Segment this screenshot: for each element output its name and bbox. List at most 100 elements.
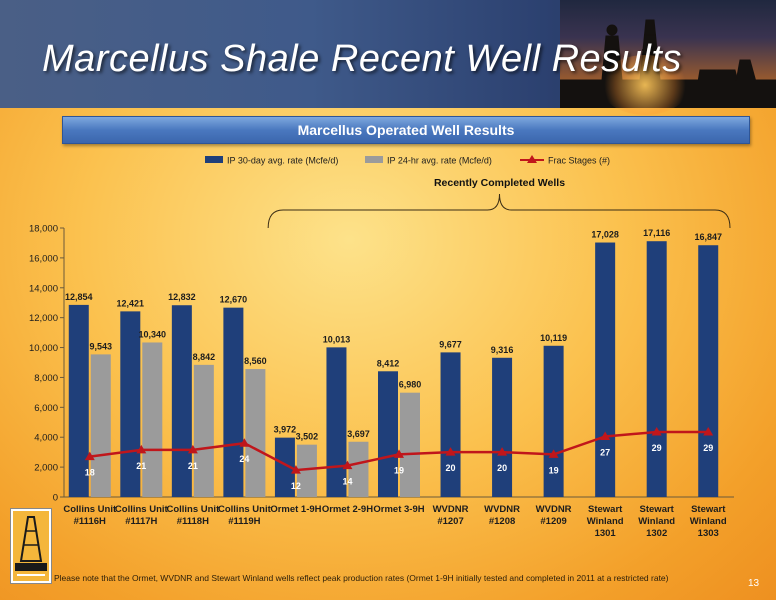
bar-ip30-value-label: 9,316 [491,345,514,355]
legend-label: Frac Stages (#) [548,156,610,166]
frac-stages-marker [84,451,95,461]
x-category-label: Collins Unit [166,504,220,515]
frac-stages-marker [497,447,508,456]
header-sun-glow [600,55,690,115]
frac-stages-value-label: 12 [291,481,301,491]
frac-stages-value-label: 18 [85,468,95,478]
x-category-label: Winland [690,516,727,527]
bar-ip30 [646,241,667,497]
bar-ip24-value-label: 8,842 [193,352,216,362]
x-category-label: #1116H [74,516,106,527]
frac-stages-marker [651,426,662,436]
frac-stages-value-label: 21 [188,461,198,471]
frac-stages-value-label: 24 [239,454,249,464]
x-category-label: #1117H [125,516,157,527]
bar-ip30 [492,357,513,497]
bar-ip24 [90,354,111,497]
x-category-label: Collins Unit [115,504,169,515]
x-category-label: Collins Unit [218,504,272,515]
x-category-label: Stewart [640,504,675,515]
y-tick-label: 12,000 [29,313,58,324]
legend-label: IP 30-day avg. rate (Mcfe/d) [227,156,338,166]
bar-ip24-value-label: 3,697 [347,429,370,439]
y-tick-label: 8,000 [34,373,58,384]
y-tick-label: 4,000 [34,433,58,444]
x-category-label: Collins Unit [63,504,117,515]
bar-ip30-value-label: 17,028 [591,230,619,240]
slide-title: Marcellus Shale Recent Well Results [42,38,682,80]
x-category-label: #1208 [489,516,515,527]
bar-ip30 [440,352,461,497]
bar-ip30 [698,245,719,497]
company-logo [10,508,52,584]
x-category-label: 1301 [595,528,617,539]
frac-stages-marker [445,447,456,456]
bar-ip24 [193,364,214,497]
x-category-label: WVDNR [484,504,520,515]
bar-ip30 [378,371,398,497]
frac-stages-marker [239,438,250,447]
bar-ip30 [274,437,295,497]
bar-ip30 [68,304,89,497]
frac-stages-value-label: 27 [600,447,610,457]
x-category-label: 1303 [698,528,719,539]
frac-stages-marker [187,444,198,454]
bar-ip24 [142,342,163,497]
frac-stages-value-label: 20 [446,463,456,473]
x-category-label: Stewart [691,504,726,515]
x-category-label: Winland [638,516,675,527]
chart-title: Marcellus Operated Well Results [297,122,515,138]
frac-stages-marker [703,426,714,436]
frac-stages-value-label: 20 [497,463,507,473]
frac-stages-value-label: 29 [652,443,662,453]
chart-title-banner: Marcellus Operated Well Results [62,116,750,144]
frac-stages-value-label: 19 [394,465,404,475]
bar-ip30-value-label: 12,854 [65,292,93,302]
bar-ip30 [595,242,616,497]
bar-ip30-value-label: 8,412 [377,358,400,368]
y-tick-label: 2,000 [34,463,58,474]
frac-stages-marker [136,444,147,454]
x-category-label: WVDNR [536,504,572,515]
frac-stages-value-label: 29 [703,443,713,453]
bar-ip24-value-label: 8,560 [244,356,267,366]
bar-ip24 [400,392,420,497]
frac-stages-value-label: 14 [342,477,352,487]
legend-swatch-marker [527,155,537,163]
bar-ip30-value-label: 16,847 [694,232,722,242]
y-tick-label: 14,000 [29,283,58,294]
frac-stages-marker [600,431,611,440]
x-category-label: Ormet 2-9H [322,504,373,515]
derrick-logo-icon [13,511,49,581]
bar-ip24-value-label: 9,543 [90,341,113,351]
bar-ip30-value-label: 10,119 [540,333,567,343]
bar-ip30-value-label: 17,116 [643,228,670,238]
bar-ip30 [543,345,564,497]
bar-ip30-value-label: 10,013 [323,334,351,344]
bar-ip30-value-label: 3,972 [274,425,297,435]
recent-wells-label: Recently Completed Wells [434,177,565,189]
x-category-label: WVDNR [433,504,469,515]
bar-ip24 [296,444,317,497]
bar-ip24 [245,369,266,497]
x-category-label: #1207 [437,516,463,527]
legend-swatch [365,156,383,163]
frac-stages-marker [548,449,559,458]
y-tick-label: 6,000 [34,403,58,414]
bar-ip30-value-label: 12,670 [220,295,248,305]
x-category-label: #1209 [540,516,566,527]
legend-swatch [205,156,223,163]
y-tick-label: 18,000 [29,224,58,235]
recent-wells-bracket [267,193,731,229]
bar-ip24-value-label: 10,340 [139,329,167,339]
x-category-label: Stewart [588,504,623,515]
bar-ip30 [223,307,244,497]
footnote: Please note that the Ormet, WVDNR and St… [54,573,669,583]
bar-ip30-value-label: 12,421 [117,298,145,308]
frac-stages-value-label: 21 [136,461,146,471]
y-tick-label: 10,000 [29,343,58,354]
x-category-label: Ormet 1-9H [270,504,321,515]
x-category-label: Winland [587,516,624,527]
legend-label: IP 24-hr avg. rate (Mcfe/d) [387,156,492,166]
